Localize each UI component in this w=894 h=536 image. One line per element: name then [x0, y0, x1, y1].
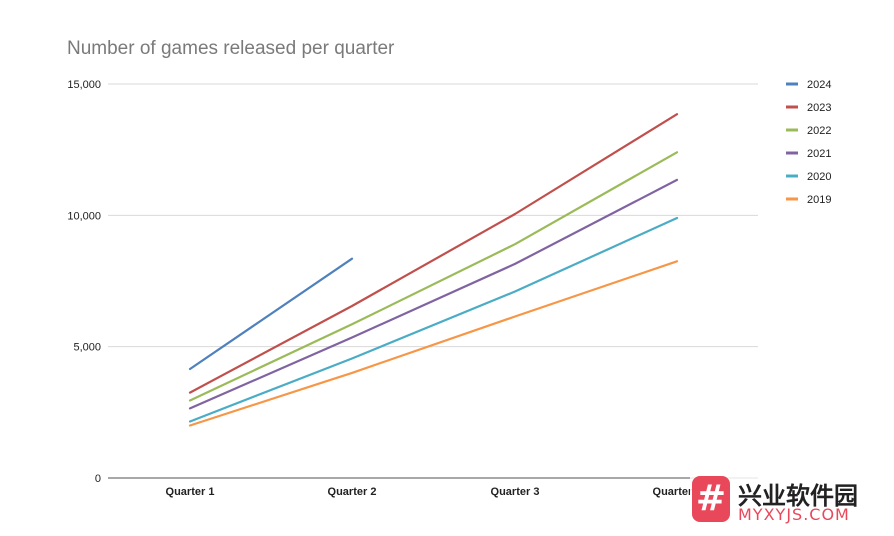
series-line-2020 — [188, 216, 679, 423]
legend-label: 2022 — [807, 125, 831, 137]
watermark-text-en: MYXYJS.COM — [738, 505, 850, 524]
series-line-2023 — [188, 113, 679, 394]
legend-item-2023: 2023 — [786, 102, 831, 114]
series-line-2022 — [188, 151, 679, 402]
y-tick-label: 10,000 — [67, 210, 101, 222]
x-tick-label: Quarter 1 — [166, 486, 215, 498]
legend-item-2024: 2024 — [786, 79, 831, 91]
series-line-2021 — [188, 178, 679, 410]
chart-title: Number of games released per quarter — [67, 38, 395, 59]
series-line-2024 — [188, 257, 354, 371]
gridlines — [108, 83, 758, 479]
legend-item-2021: 2021 — [786, 148, 831, 160]
watermark: # 兴业软件园 MYXYJS.COM — [690, 472, 890, 528]
legend-label: 2024 — [807, 79, 831, 91]
y-tick-label: 5,000 — [73, 342, 101, 354]
legend-label: 2021 — [807, 148, 831, 160]
y-tick-label: 15,000 — [67, 79, 101, 91]
y-axis-ticks: 0 5,000 10,000 15,000 — [67, 79, 101, 485]
legend-item-2019: 2019 — [786, 194, 831, 206]
legend-item-2020: 2020 — [786, 171, 831, 183]
x-tick-label: Quarter 4 — [653, 486, 703, 498]
x-axis-ticks: Quarter 1 Quarter 2 Quarter 3 Quarter 4 — [166, 486, 703, 498]
series-lines — [188, 113, 679, 427]
legend: 2024 2023 2022 2021 2020 2019 — [786, 79, 831, 206]
x-tick-label: Quarter 3 — [491, 486, 540, 498]
x-tick-label: Quarter 2 — [328, 486, 377, 498]
watermark-text-cn: 兴业软件园 — [738, 482, 858, 510]
legend-item-2022: 2022 — [786, 125, 831, 137]
y-tick-label: 0 — [95, 473, 101, 485]
legend-label: 2020 — [807, 171, 831, 183]
legend-label: 2023 — [807, 102, 831, 114]
series-line-2019 — [188, 260, 679, 427]
legend-label: 2019 — [807, 194, 831, 206]
watermark-logo: # — [692, 476, 730, 522]
